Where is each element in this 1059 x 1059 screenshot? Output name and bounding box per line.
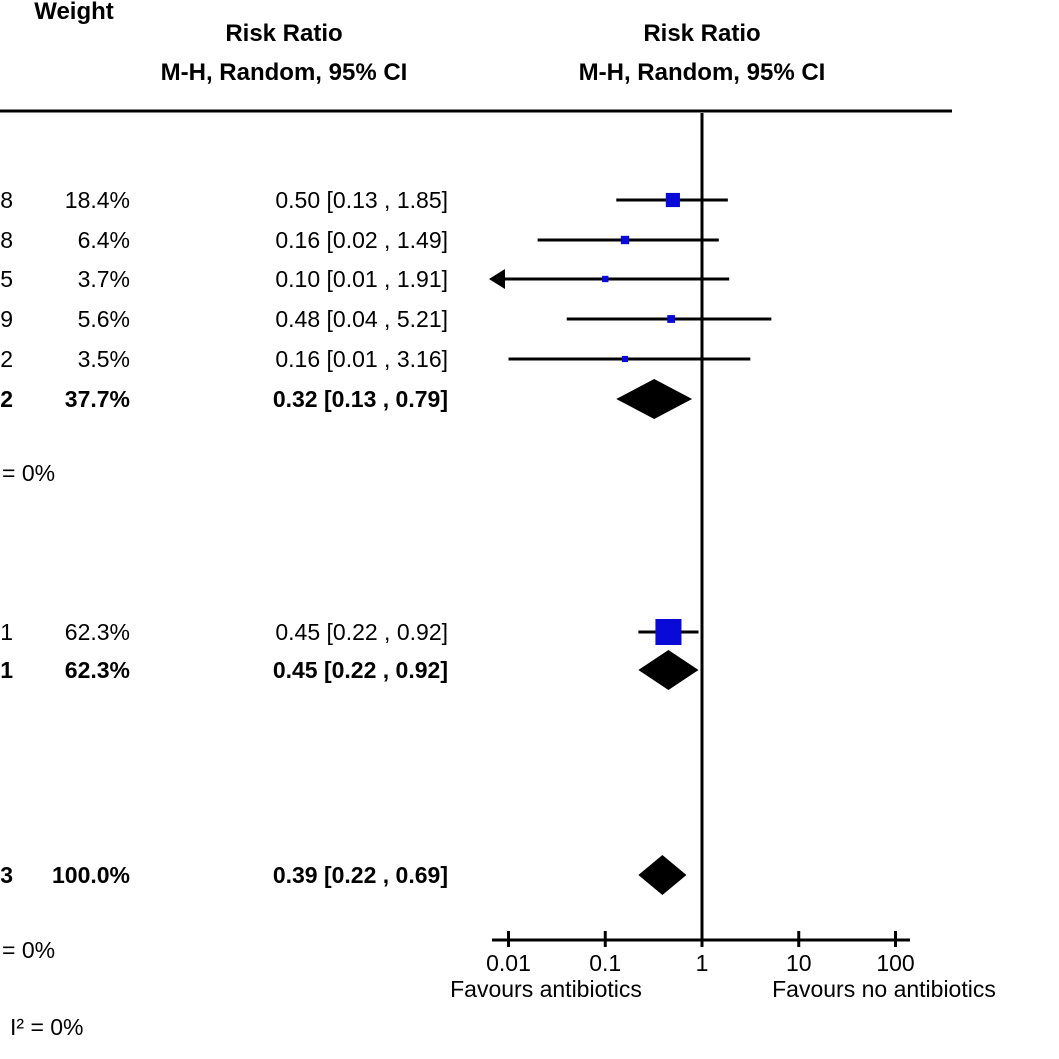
subgroup-difference-text: I² = 0% xyxy=(10,1014,84,1040)
risk-ratio-text-header-line2: M-H, Random, 95% CI xyxy=(160,59,408,86)
x-axis-tick-label: 10 xyxy=(785,950,812,976)
weight-column-header: Weight xyxy=(34,0,114,25)
weight-cell: 100.0% xyxy=(51,862,130,888)
weight-cell: 3.7% xyxy=(77,266,130,292)
total-cell: 1 xyxy=(0,657,13,683)
study-point-square xyxy=(621,355,629,363)
total-cell: 3 xyxy=(0,862,13,888)
risk-ratio-text-header-line1: Risk Ratio xyxy=(225,20,343,47)
risk-ratio-plot-header-line1: Risk Ratio xyxy=(643,20,761,47)
weight-cell: 3.5% xyxy=(77,346,130,372)
favours-left-label: Favours antibiotics xyxy=(450,976,642,1002)
study-point-square xyxy=(602,275,609,283)
risk-ratio-text-column-header: Risk Ratio M-H, Random, 95% CI xyxy=(114,14,454,92)
estimate-ci-cell: 0.16 [0.02 , 1.49] xyxy=(275,227,448,253)
total-cell: 5 xyxy=(0,266,13,292)
risk-ratio-plot-header-line2: M-H, Random, 95% CI xyxy=(578,59,826,86)
total-cell: 1 xyxy=(0,619,13,645)
weight-cell: 5.6% xyxy=(77,306,130,332)
total-cell: 8 xyxy=(0,187,13,213)
estimate-ci-cell: 0.45 [0.22 , 0.92] xyxy=(272,657,448,683)
estimate-ci-cell: 0.10 [0.01 , 1.91] xyxy=(275,266,448,292)
weight-cell: 62.3% xyxy=(64,657,130,683)
total-cell: 8 xyxy=(0,227,13,253)
subtotal-diamond xyxy=(616,379,693,419)
study-point-square xyxy=(667,315,676,323)
study-point-square xyxy=(665,192,680,208)
x-axis-tick-label: 0.01 xyxy=(486,950,531,976)
overall-heterogeneity-text: = 0% xyxy=(2,937,56,963)
estimate-ci-cell: 0.16 [0.01 , 3.16] xyxy=(275,346,448,372)
total-cell: 2 xyxy=(0,386,13,412)
total-cell: 9 xyxy=(0,306,13,332)
estimate-ci-cell: 0.45 [0.22 , 0.92] xyxy=(275,619,448,645)
weight-cell: 37.7% xyxy=(64,386,130,412)
x-axis-tick-label: 1 xyxy=(695,950,709,976)
estimate-ci-cell: 0.32 [0.13 , 0.79] xyxy=(272,386,448,412)
estimate-ci-cell: 0.48 [0.04 , 5.21] xyxy=(275,306,448,332)
subgroup1-heterogeneity-text: = 0% xyxy=(2,460,56,486)
x-axis-tick-label: 100 xyxy=(876,950,915,976)
study-point-square xyxy=(655,618,682,646)
x-axis-tick-label: 0.1 xyxy=(589,950,622,976)
estimate-ci-cell: 0.39 [0.22 , 0.69] xyxy=(272,862,448,888)
favours-right-label: Favours no antibiotics xyxy=(772,976,996,1002)
ci-arrow-left xyxy=(489,269,505,289)
total-cell: 2 xyxy=(0,346,13,372)
weight-cell: 62.3% xyxy=(64,619,130,645)
overall-diamond xyxy=(638,855,687,895)
weight-cell: 6.4% xyxy=(77,227,130,253)
study-point-square xyxy=(620,235,630,245)
risk-ratio-plot-column-header: Risk Ratio M-H, Random, 95% CI xyxy=(502,14,902,92)
weight-cell: 18.4% xyxy=(64,187,130,213)
estimate-ci-cell: 0.50 [0.13 , 1.85] xyxy=(275,187,448,213)
subtotal-diamond xyxy=(638,650,699,690)
